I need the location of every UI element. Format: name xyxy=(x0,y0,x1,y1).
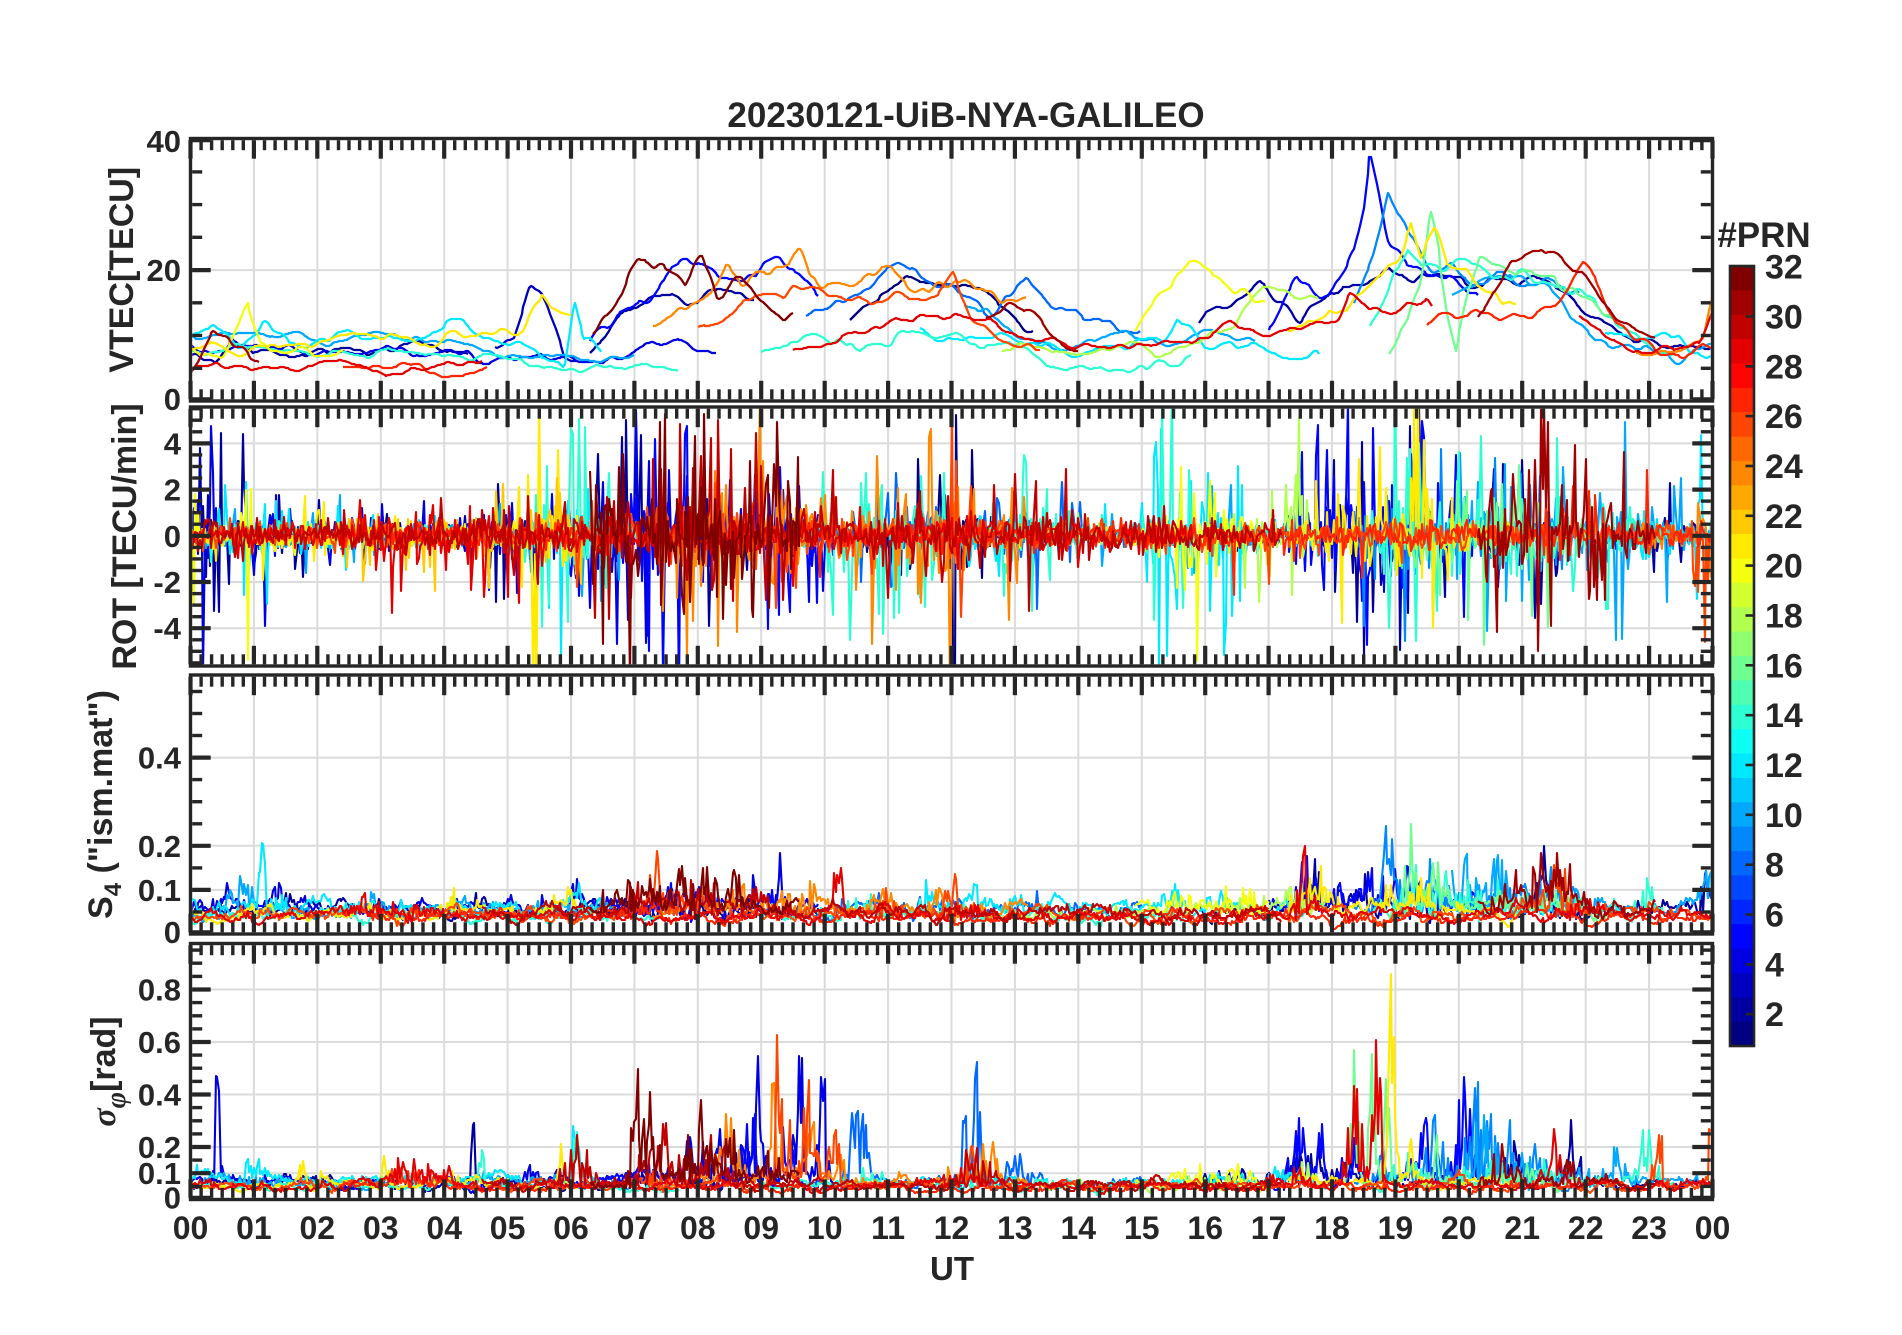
svg-text:VTEC[TECU]: VTEC[TECU] xyxy=(103,167,141,373)
svg-text:0.4: 0.4 xyxy=(138,1078,182,1113)
svg-text:19: 19 xyxy=(1378,1210,1414,1246)
svg-text:26: 26 xyxy=(1765,398,1803,436)
svg-text:06: 06 xyxy=(553,1210,589,1246)
svg-text:0: 0 xyxy=(164,382,181,417)
svg-text:24: 24 xyxy=(1765,448,1803,486)
svg-text:0.8: 0.8 xyxy=(138,973,181,1008)
svg-text:09: 09 xyxy=(743,1210,779,1246)
svg-text:S4 ("ism.mat"): S4 ("ism.mat") xyxy=(82,690,127,919)
svg-text:07: 07 xyxy=(617,1210,653,1246)
svg-text:20230121-UiB-NYA-GALILEO: 20230121-UiB-NYA-GALILEO xyxy=(727,96,1204,135)
svg-text:17: 17 xyxy=(1251,1210,1287,1246)
svg-text:0.4: 0.4 xyxy=(138,741,182,776)
svg-text:23: 23 xyxy=(1631,1210,1667,1246)
svg-text:20: 20 xyxy=(147,253,181,288)
svg-text:4: 4 xyxy=(164,426,182,461)
svg-text:6: 6 xyxy=(1765,897,1784,935)
svg-text:14: 14 xyxy=(1061,1210,1097,1246)
svg-text:02: 02 xyxy=(300,1210,336,1246)
svg-text:16: 16 xyxy=(1765,647,1803,685)
svg-text:0: 0 xyxy=(164,915,181,950)
svg-text:0.1: 0.1 xyxy=(138,1156,181,1191)
svg-text:0.2: 0.2 xyxy=(138,829,181,864)
svg-text:11: 11 xyxy=(871,1210,905,1246)
svg-text:08: 08 xyxy=(680,1210,716,1246)
svg-text:20: 20 xyxy=(1441,1210,1477,1246)
svg-text:0.6: 0.6 xyxy=(138,1025,181,1060)
svg-text:30: 30 xyxy=(1765,298,1803,336)
svg-text:18: 18 xyxy=(1765,598,1803,636)
svg-text:0.2: 0.2 xyxy=(138,1130,181,1165)
svg-text:ROT [TECU/min]: ROT [TECU/min] xyxy=(106,403,144,669)
svg-text:18: 18 xyxy=(1314,1210,1350,1246)
svg-text:#PRN: #PRN xyxy=(1717,216,1810,255)
svg-text:14: 14 xyxy=(1765,697,1803,735)
svg-text:8: 8 xyxy=(1765,847,1784,885)
svg-text:00: 00 xyxy=(173,1210,209,1246)
svg-text:2: 2 xyxy=(1765,996,1784,1034)
svg-text:05: 05 xyxy=(490,1210,526,1246)
svg-text:15: 15 xyxy=(1124,1210,1160,1246)
svg-text:32: 32 xyxy=(1765,249,1803,287)
svg-text:20: 20 xyxy=(1765,548,1803,586)
svg-text:21: 21 xyxy=(1504,1210,1540,1246)
svg-text:0.1: 0.1 xyxy=(138,873,181,908)
svg-text:12: 12 xyxy=(1765,747,1803,785)
svg-text:22: 22 xyxy=(1568,1210,1604,1246)
svg-text:13: 13 xyxy=(997,1210,1033,1246)
svg-text:22: 22 xyxy=(1765,498,1803,536)
svg-text:00: 00 xyxy=(1695,1210,1731,1246)
svg-text:-2: -2 xyxy=(153,565,181,600)
svg-text:03: 03 xyxy=(363,1210,399,1246)
svg-text:2: 2 xyxy=(164,473,181,508)
svg-text:16: 16 xyxy=(1187,1210,1223,1246)
svg-text:10: 10 xyxy=(1765,797,1803,835)
svg-text:-4: -4 xyxy=(153,611,181,646)
svg-text:10: 10 xyxy=(807,1210,843,1246)
svg-text:UT: UT xyxy=(930,1250,974,1287)
svg-text:0: 0 xyxy=(164,519,181,554)
svg-text:04: 04 xyxy=(426,1210,462,1246)
svg-text:σφ[rad]: σφ[rad] xyxy=(85,1016,132,1126)
svg-text:01: 01 xyxy=(236,1210,272,1246)
svg-text:40: 40 xyxy=(147,124,181,159)
svg-text:12: 12 xyxy=(934,1210,970,1246)
svg-text:28: 28 xyxy=(1765,348,1803,386)
svg-text:0: 0 xyxy=(164,1181,181,1216)
svg-text:4: 4 xyxy=(1765,946,1784,984)
